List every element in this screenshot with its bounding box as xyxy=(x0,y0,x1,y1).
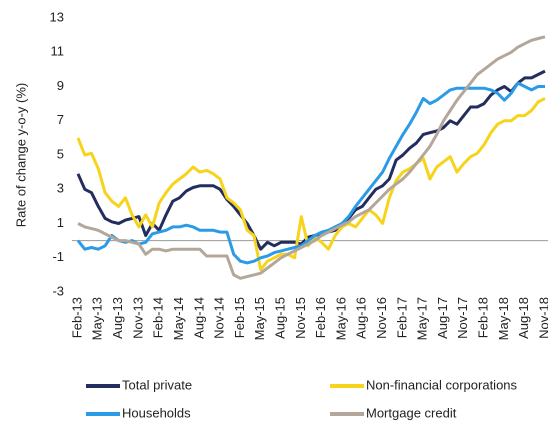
x-tick-label: Aug-18 xyxy=(516,297,531,339)
series-line xyxy=(77,35,546,280)
legend-label: Mortgage credit xyxy=(366,405,457,420)
x-tick-label: May-13 xyxy=(90,297,105,340)
x-tick-label: Feb-15 xyxy=(232,297,247,338)
y-axis-title: Rate of change y-o-y (%) xyxy=(13,83,28,228)
x-tick-label: Aug-13 xyxy=(110,297,125,339)
y-tick-label: 5 xyxy=(57,146,64,161)
x-tick-label: May-15 xyxy=(252,297,267,340)
y-tick-label: 11 xyxy=(51,44,65,59)
x-tick-label: Nov-18 xyxy=(536,297,548,339)
x-tick-label: Aug-15 xyxy=(272,297,287,339)
y-tick-label: 9 xyxy=(57,78,64,93)
legend-label: Households xyxy=(122,405,191,420)
legend-label: Non-financial corporations xyxy=(366,377,518,392)
y-tick-label: -3 xyxy=(52,283,64,298)
x-tick-label: Feb-16 xyxy=(313,297,328,338)
series-line xyxy=(76,69,546,251)
x-tick-label: Aug-17 xyxy=(435,297,450,339)
x-tick-label: Nov-15 xyxy=(293,297,308,339)
x-tick-label: Nov-13 xyxy=(130,297,145,339)
x-tick-label: Nov-16 xyxy=(374,297,389,339)
x-tick-label: Feb-17 xyxy=(394,297,409,338)
x-tick-label: Aug-16 xyxy=(354,297,369,339)
y-tick-label: 1 xyxy=(57,215,64,230)
y-tick-label: 13 xyxy=(50,9,64,24)
x-tick-label: Feb-14 xyxy=(151,297,166,338)
y-tick-label: -1 xyxy=(52,249,64,264)
x-tick-label: Feb-18 xyxy=(476,297,491,338)
x-tick-label: Feb-13 xyxy=(69,297,84,338)
x-tick-label: Nov-14 xyxy=(212,297,227,339)
x-tick-label: May-16 xyxy=(333,297,348,340)
y-tick-label: 7 xyxy=(57,112,64,127)
y-tick-label: 3 xyxy=(57,181,64,196)
x-tick-label: May-17 xyxy=(415,297,430,340)
x-tick-label: May-18 xyxy=(496,297,511,340)
legend-label: Total private xyxy=(122,377,192,392)
x-tick-label: Aug-14 xyxy=(191,297,206,339)
x-tick-label: Nov-17 xyxy=(455,297,470,339)
x-tick-label: May-14 xyxy=(171,297,186,340)
